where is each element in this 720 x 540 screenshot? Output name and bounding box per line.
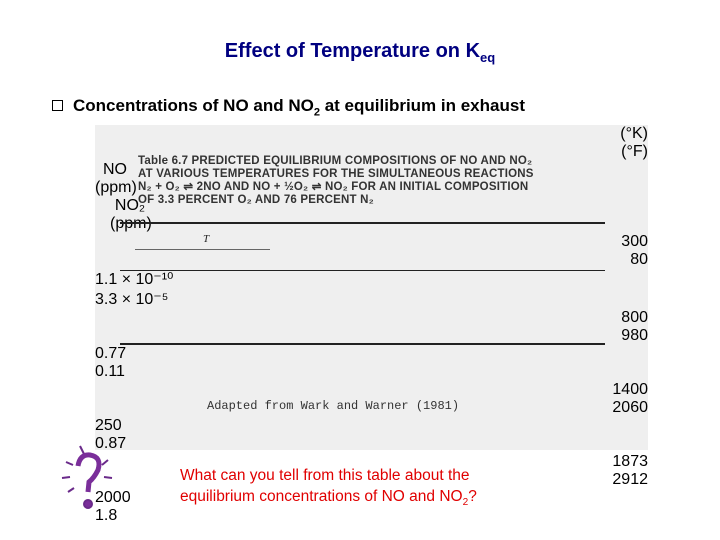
table-rule <box>120 343 605 345</box>
table-cell: 0.11 <box>95 363 125 380</box>
question: What can you tell from this table about … <box>180 465 477 513</box>
scanned-table: Table 6.7 PREDICTED EQUILIBRIUM COMPOSIT… <box>95 125 648 524</box>
bullet-text: Concentrations of NO and NO <box>73 96 314 115</box>
title-subscript: eq <box>480 50 496 65</box>
table-source: Adapted from Wark and Warner (1981) <box>207 399 460 413</box>
bullet-icon <box>52 100 63 111</box>
title-text: Effect of Temperature on K <box>224 40 481 62</box>
table-cell: 1400 <box>612 381 648 398</box>
table-cell: 3.3 × 10⁻⁵ <box>95 291 169 308</box>
caption-line: N₂ + O₂ ⇌ 2NO AND NO + ½O₂ ⇌ NO₂ FOR AN … <box>138 181 529 193</box>
table-cell: 0.77 <box>95 345 127 362</box>
question-icon <box>61 445 113 509</box>
slide-title: Effect of Temperature on Keq <box>0 40 720 65</box>
table-cell: 250 <box>95 417 122 434</box>
bullet-subscript: 2 <box>313 106 320 119</box>
group-rule <box>135 249 270 250</box>
column-header: NO₂ <box>114 197 146 214</box>
caption-line: AT VARIOUS TEMPERATURES FOR THE SIMULTAN… <box>138 168 534 180</box>
table-cell: 2060 <box>612 399 648 416</box>
question-subscript: 2 <box>462 497 469 509</box>
table-cell: 1.8 <box>95 507 118 524</box>
column-header: (°F) <box>621 143 648 160</box>
table-cell: 0.87 <box>95 435 127 452</box>
column-header: (°K) <box>620 125 648 142</box>
table-rule <box>120 222 605 224</box>
table-cell: 980 <box>621 327 648 344</box>
caption-line: OF 3.3 PERCENT O₂ AND 76 PERCENT N₂ <box>138 194 374 206</box>
table-cell: 2912 <box>612 471 648 488</box>
question-text: What can you tell from this table about … <box>180 467 470 484</box>
bullet-text: at equilibrium in exhaust <box>320 96 525 115</box>
question-line: equilibrium concentrations of NO and NO2… <box>180 486 477 513</box>
column-header: (ppm) <box>95 179 137 196</box>
table-cell: 1873 <box>612 453 648 470</box>
question-text: equilibrium concentrations of NO and NO <box>180 488 463 505</box>
caption-line: Table 6.7 PREDICTED EQUILIBRIUM COMPOSIT… <box>138 155 533 167</box>
question-text: ? <box>468 488 477 505</box>
table-cell: 1.1 × 10⁻¹⁰ <box>95 271 174 288</box>
table-cell: 80 <box>630 251 648 268</box>
table-rule <box>120 270 605 271</box>
table-cell: 2000 <box>95 489 131 506</box>
column-header: NO <box>103 161 127 178</box>
bullet: Concentrations of NO and NO2 at equilibr… <box>52 96 525 118</box>
table-caption: Table 6.7 PREDICTED EQUILIBRIUM COMPOSIT… <box>138 155 534 207</box>
table-cell: 300 <box>621 233 648 250</box>
group-header: T <box>203 233 210 245</box>
column-header: (ppm) <box>110 215 152 232</box>
table-cell: 800 <box>621 309 648 326</box>
